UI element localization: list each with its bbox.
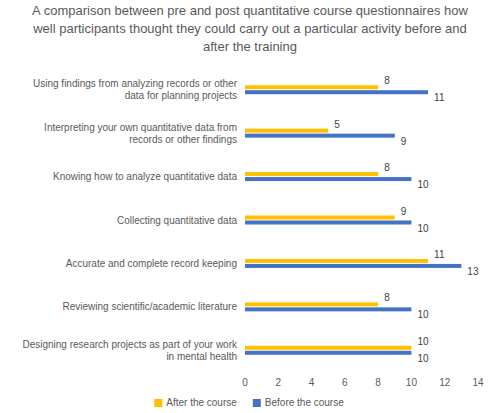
legend-label: Before the course [265,397,344,408]
tick-label: 4 [309,377,315,388]
bar [245,90,428,94]
chart-title: A comparison between pre and post quanti… [32,3,468,54]
bar [245,351,411,355]
bar [245,134,395,138]
bar [245,264,461,268]
category-label: Using findings from analyzing records or… [33,78,238,101]
bar [245,346,411,350]
category-label: Collecting quantitative data [117,215,238,226]
data-label: 5 [334,119,340,130]
tick-label: 12 [439,377,451,388]
tick-label: 8 [375,377,381,388]
bar [245,172,378,176]
category-line: data for planning projects [125,90,237,101]
data-label: 13 [467,266,479,277]
tick-label: 6 [342,377,348,388]
data-label: 9 [401,136,407,147]
chart-svg: A comparison between pre and post quanti… [0,0,500,413]
tick-label: 0 [242,377,248,388]
bar [245,216,395,220]
category-line: records or other findings [129,134,237,145]
legend-swatch [253,399,261,407]
title-line: after the training [203,39,297,54]
tick-label: 2 [276,377,282,388]
data-label: 10 [417,179,429,190]
category-line: Accurate and complete record keeping [66,258,237,269]
legend-swatch [154,399,162,407]
legend-label: After the course [166,397,237,408]
data-label: 11 [434,249,445,260]
category-label: Reviewing scientific/academic literature [62,301,237,312]
data-label: 10 [417,353,429,364]
title-line: well participants thought they could car… [32,21,467,36]
tick-label: 10 [406,377,418,388]
category-line: Interpreting your own quantitative data … [44,122,237,133]
bar [245,85,378,89]
data-label: 8 [384,75,390,86]
bar [245,259,428,263]
data-label: 10 [417,309,429,320]
legend: After the course Before the course [154,397,344,408]
bar [245,129,328,133]
category-line: in mental health [166,351,237,362]
data-label: 11 [434,92,445,103]
category-label: Accurate and complete record keeping [66,258,237,269]
bar [245,307,411,311]
data-labels: 8 11 5 9 8 10 9 10 11 13 8 10 10 10 [334,75,479,364]
data-label: 8 [384,162,390,173]
category-line: Collecting quantitative data [117,215,238,226]
category-label: Designing research projects as part of y… [22,339,238,362]
category-line: Designing research projects as part of y… [22,339,238,350]
bar [245,177,411,181]
chart-container: A comparison between pre and post quanti… [0,0,500,413]
data-label: 10 [417,336,429,347]
bars [245,85,461,355]
category-line: Knowing how to analyze quantitative data [53,171,237,182]
category-line: Reviewing scientific/academic literature [62,301,237,312]
tick-label: 14 [472,377,484,388]
data-label: 10 [417,223,429,234]
title-line: A comparison between pre and post quanti… [32,3,468,18]
category-line: Using findings from analyzing records or… [33,78,238,89]
background [0,0,500,413]
data-label: 8 [384,292,390,303]
bar [245,302,378,306]
category-label: Interpreting your own quantitative data … [44,122,237,145]
bar [245,221,411,225]
data-label: 9 [401,206,407,217]
category-label: Knowing how to analyze quantitative data [53,171,237,182]
